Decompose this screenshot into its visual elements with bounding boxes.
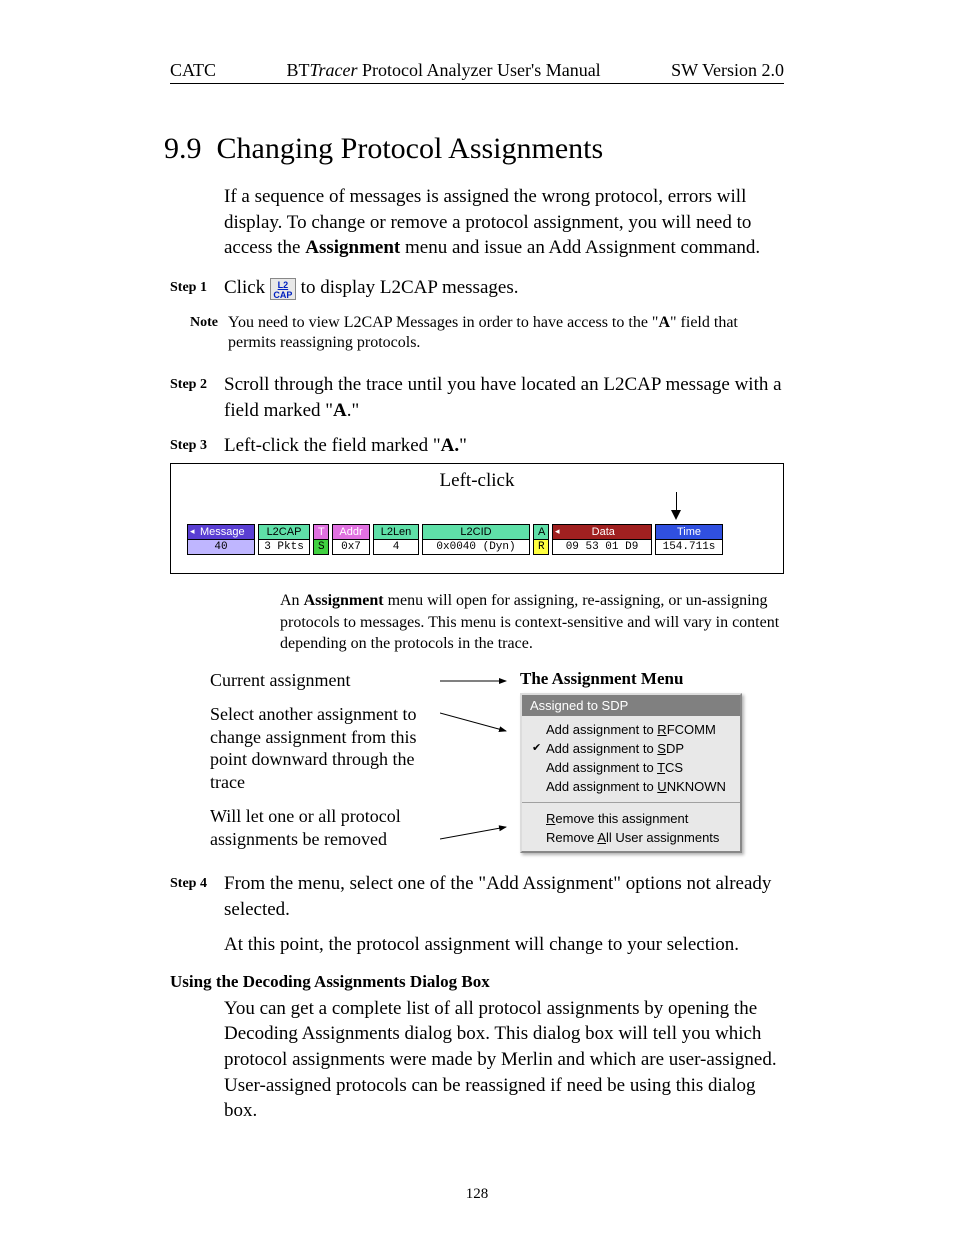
- step1-label: Step 1: [170, 275, 224, 296]
- menu-item[interactable]: Add assignment to SDP: [528, 739, 734, 758]
- label-remove: Will let one or all protocol assignments…: [210, 805, 430, 850]
- header-italic: Tracer: [309, 60, 357, 80]
- subsection-heading: Using the Decoding Assignments Dialog Bo…: [170, 972, 784, 992]
- step1-b: to display L2CAP messages.: [301, 277, 519, 298]
- trace-caption: Left-click: [187, 470, 767, 492]
- intro-bold: Assignment: [305, 237, 400, 258]
- assignment-menu-wrap: The Assignment Menu Assigned to SDP Add …: [520, 669, 742, 853]
- trace-data-cell: 3 Pkts: [258, 540, 310, 555]
- trace-column: ◂Message40: [187, 524, 255, 555]
- menu-item[interactable]: Add assignment to TCS: [528, 758, 734, 777]
- trace-column: L2Len4: [373, 524, 419, 555]
- trace-column: Addr0x7: [332, 524, 370, 555]
- page-number: 128: [0, 1186, 954, 1203]
- step2-text: Scroll through the trace until you have …: [224, 372, 784, 423]
- l2cap-icon-top: L2: [278, 280, 289, 290]
- menu-group-add: Add assignment to RFCOMMAdd assignment t…: [522, 716, 740, 800]
- trace-row: ◂Message40L2CAP3 PktsTSAddr0x7L2Len4L2CI…: [187, 524, 767, 555]
- trace-data-cell: 0x0040 (Dyn): [422, 540, 530, 555]
- trace-column: Time154.711s: [655, 524, 723, 555]
- trace-header-cell: L2Len: [373, 524, 419, 540]
- menu-item[interactable]: Remove All User assignments: [528, 828, 734, 847]
- subsection-body: You can get a complete list of all proto…: [224, 996, 784, 1124]
- label-current: Current assignment: [210, 669, 430, 692]
- trace-header-cell: A: [533, 524, 549, 540]
- trace-header-cell: ◂Data: [552, 524, 652, 540]
- label-select: Select another assignment to change assi…: [210, 703, 430, 793]
- menu-caption: The Assignment Menu: [520, 669, 742, 689]
- menu-item[interactable]: Add assignment to RFCOMM: [528, 720, 734, 739]
- note-bold: A: [658, 314, 670, 331]
- trace-header-cell: ◂Message: [187, 524, 255, 540]
- step2-label: Step 2: [170, 372, 224, 393]
- step2-b: .": [347, 400, 360, 421]
- step3-a: Left-click the field marked ": [224, 435, 441, 456]
- step4-label: Step 4: [170, 871, 224, 892]
- assignment-menu[interactable]: Assigned to SDP Add assignment to RFCOMM…: [520, 693, 742, 853]
- trace-header-cell: Time: [655, 524, 723, 540]
- menu-title-bar: Assigned to SDP: [522, 695, 740, 716]
- l2cap-icon[interactable]: L2 CAP: [270, 278, 296, 300]
- note-label: Note: [190, 313, 228, 355]
- arrow-stem: [676, 492, 677, 510]
- trace-column: L2CAP3 Pkts: [258, 524, 310, 555]
- step3-text: Left-click the field marked "A.": [224, 433, 467, 459]
- page-header: CATC BTTracer Protocol Analyzer User's M…: [170, 60, 784, 84]
- step1-text: Click L2 CAP to display L2CAP messages.: [224, 275, 518, 301]
- header-center: BTTracer Protocol Analyzer User's Manual: [216, 60, 671, 81]
- trace-figure: Left-click ◂Message40L2CAP3 PktsTSAddr0x…: [170, 463, 784, 574]
- header-suffix: Protocol Analyzer User's Manual: [358, 60, 601, 80]
- trace-header-cell: Addr: [332, 524, 370, 540]
- trace-data-cell: 40: [187, 540, 255, 555]
- trace-header-cell: T: [313, 524, 329, 540]
- step2-bold: A: [333, 400, 347, 421]
- post-trace-a: An: [280, 592, 304, 609]
- assignment-menu-area: Current assignment Select another assign…: [210, 669, 784, 853]
- l2cap-icon-bot: CAP: [273, 290, 292, 300]
- intro-text-b: menu and issue an Add Assignment command…: [400, 237, 760, 258]
- trace-column: AR: [533, 524, 549, 555]
- step3-bold: A.: [441, 435, 459, 456]
- header-prefix: BT: [286, 60, 309, 80]
- arrow-column: [440, 669, 510, 853]
- assignment-labels: Current assignment Select another assign…: [210, 669, 430, 853]
- header-left: CATC: [170, 60, 216, 81]
- trace-data-cell: 0x7: [332, 540, 370, 555]
- menu-item[interactable]: Remove this assignment: [528, 809, 734, 828]
- result-paragraph: At this point, the protocol assignment w…: [224, 932, 784, 958]
- menu-separator: [522, 802, 740, 803]
- trace-data-cell: R: [533, 540, 549, 555]
- trace-data-cell: S: [313, 540, 329, 555]
- header-right: SW Version 2.0: [671, 60, 784, 81]
- trace-column: TS: [313, 524, 329, 555]
- trace-column: ◂Data09 53 01 D9: [552, 524, 652, 555]
- trace-data-cell: 09 53 01 D9: [552, 540, 652, 555]
- step3-label: Step 3: [170, 433, 224, 454]
- step2-a: Scroll through the trace until you have …: [224, 374, 782, 421]
- trace-header-cell: L2CID: [422, 524, 530, 540]
- intro-paragraph: If a sequence of messages is assigned th…: [224, 184, 784, 261]
- post-trace-bold: Assignment: [304, 592, 384, 609]
- trace-column: L2CID0x0040 (Dyn): [422, 524, 530, 555]
- section-heading: 9.9 Changing Protocol Assignments: [164, 132, 784, 166]
- note-text: You need to view L2CAP Messages in order…: [228, 313, 784, 355]
- note-a: You need to view L2CAP Messages in order…: [228, 314, 658, 331]
- step3-b: ": [459, 435, 467, 456]
- section-number: 9.9: [164, 132, 202, 165]
- menu-item[interactable]: Add assignment to UNKNOWN: [528, 777, 734, 796]
- step4-text: From the menu, select one of the "Add As…: [224, 871, 784, 922]
- trace-data-cell: 154.711s: [655, 540, 723, 555]
- step1-a: Click: [224, 277, 270, 298]
- trace-data-cell: 4: [373, 540, 419, 555]
- trace-header-cell: L2CAP: [258, 524, 310, 540]
- arrow-svg: [440, 669, 510, 869]
- menu-group-remove: Remove this assignmentRemove All User as…: [522, 805, 740, 851]
- document-page: CATC BTTracer Protocol Analyzer User's M…: [0, 0, 954, 1235]
- assignment-description: An Assignment menu will open for assigni…: [280, 590, 784, 655]
- arrow-down-icon: [671, 510, 681, 520]
- section-title: Changing Protocol Assignments: [217, 132, 604, 165]
